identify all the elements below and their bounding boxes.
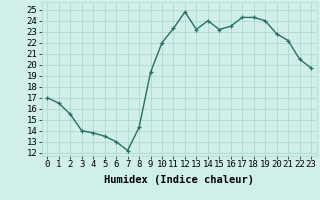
X-axis label: Humidex (Indice chaleur): Humidex (Indice chaleur): [104, 175, 254, 185]
